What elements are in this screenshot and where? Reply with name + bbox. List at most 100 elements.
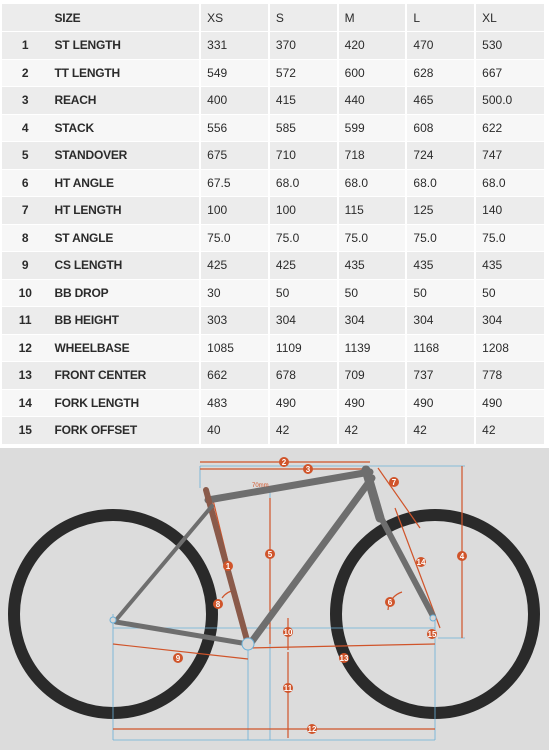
table-row: 5 STANDOVER 675 710 718 724 747: [2, 141, 544, 170]
marker-8: 8: [213, 599, 223, 609]
table-row: 13 FRONT CENTER 662 678 709 737 778: [2, 361, 544, 390]
size-value-xl: 500.0: [474, 86, 544, 115]
size-value-s: 490: [267, 389, 338, 417]
size-value-s: 1109: [267, 334, 338, 362]
front-dropout: [429, 614, 437, 622]
marker-1: 1: [223, 561, 233, 571]
row-number: 1: [2, 31, 49, 60]
header-size-xl: XL: [474, 4, 544, 32]
table-row: 7 HT LENGTH 100 100 115 125 140: [2, 196, 544, 225]
bottom-bracket: [241, 637, 255, 651]
size-value-xl: 747: [474, 141, 544, 170]
row-number: 5: [2, 141, 49, 170]
table-row: 10 BB DROP 30 50 50 50 50: [2, 279, 544, 307]
marker-label: 11: [284, 684, 293, 693]
size-value-xs: 425: [199, 251, 269, 280]
measurement-name: TT LENGTH: [48, 59, 201, 87]
size-value-xs: 100: [199, 196, 269, 225]
marker-label: 14: [417, 558, 426, 567]
size-value-l: 490: [405, 389, 476, 417]
diagram-background: [0, 448, 549, 750]
size-value-l: 608: [405, 114, 476, 142]
size-value-xl: 490: [474, 389, 544, 417]
size-value-m: 75.0: [336, 224, 407, 252]
size-value-xl: 75.0: [474, 224, 544, 252]
size-value-m: 50: [336, 279, 407, 307]
size-value-xs: 67.5: [199, 169, 269, 197]
size-value-m: 709: [336, 361, 407, 390]
size-value-l: 628: [405, 59, 476, 87]
size-value-s: 304: [267, 306, 338, 335]
size-value-xs: 483: [199, 389, 269, 417]
size-value-xs: 549: [199, 59, 269, 87]
marker-11: 11: [283, 683, 293, 693]
marker-label: 3: [306, 465, 311, 474]
measurement-name: CS LENGTH: [48, 251, 201, 280]
size-value-m: 440: [336, 86, 407, 115]
size-value-xl: 778: [474, 361, 544, 390]
size-value-l: 68.0: [405, 169, 476, 197]
size-value-xl: 50: [474, 279, 544, 307]
marker-12: 12: [307, 724, 317, 734]
size-value-xl: 304: [474, 306, 544, 335]
size-value-s: 678: [267, 361, 338, 390]
size-value-s: 710: [267, 141, 338, 170]
marker-label: 7: [392, 478, 397, 487]
header-size-m: M: [336, 4, 407, 32]
size-value-s: 415: [267, 86, 338, 115]
marker-2: 2: [279, 457, 289, 467]
table-row: 12 WHEELBASE 1085 1109 1139 1168 1208: [2, 334, 544, 362]
row-number: 3: [2, 86, 49, 115]
row-number: 12: [2, 334, 49, 362]
size-value-l: 75.0: [405, 224, 476, 252]
marker-label: 12: [308, 725, 317, 734]
size-value-m: 599: [336, 114, 407, 142]
size-value-l: 42: [405, 416, 476, 445]
marker-3: 3: [303, 464, 313, 474]
marker-label: 8: [216, 600, 221, 609]
row-number: 6: [2, 169, 49, 197]
row-number: 4: [2, 114, 49, 142]
marker-10: 10: [283, 627, 293, 637]
rear-dropout: [109, 616, 117, 624]
size-value-xl: 140: [474, 196, 544, 225]
measurement-name: HT ANGLE: [48, 169, 201, 197]
header-size-label: SIZE: [48, 4, 201, 32]
marker-15: 15: [427, 629, 437, 639]
size-value-xl: 622: [474, 114, 544, 142]
marker-5: 5: [265, 549, 275, 559]
size-value-xl: 530: [474, 31, 544, 60]
size-value-l: 125: [405, 196, 476, 225]
table-row: 6 HT ANGLE 67.5 68.0 68.0 68.0 68.0: [2, 169, 544, 197]
size-value-xs: 75.0: [199, 224, 269, 252]
size-value-xl: 667: [474, 59, 544, 87]
marker-label: 2: [282, 458, 287, 467]
measurement-name: BB HEIGHT: [48, 306, 201, 335]
marker-4: 4: [457, 551, 467, 561]
chain-stay: [113, 619, 251, 647]
size-value-xs: 662: [199, 361, 269, 390]
size-value-xs: 40: [199, 416, 269, 445]
size-value-l: 470: [405, 31, 476, 60]
table-row: 9 CS LENGTH 425 425 435 435 435: [2, 251, 544, 280]
standover-note: 70mm: [252, 483, 269, 489]
measurement-name: REACH: [48, 86, 201, 115]
marker-6: 6: [385, 597, 395, 607]
row-number: 2: [2, 59, 49, 87]
marker-9: 9: [173, 653, 183, 663]
table-row: 15 FORK OFFSET 40 42 42 42 42: [2, 416, 544, 445]
size-value-xl: 68.0: [474, 169, 544, 197]
marker-label: 5: [268, 550, 273, 559]
row-number: 13: [2, 361, 49, 390]
measurement-name: ST LENGTH: [48, 31, 201, 60]
table-row: 14 FORK LENGTH 483 490 490 490 490: [2, 389, 544, 417]
size-value-xs: 331: [199, 31, 269, 60]
size-value-m: 435: [336, 251, 407, 280]
size-value-xl: 1208: [474, 334, 544, 362]
size-value-l: 465: [405, 86, 476, 115]
size-value-xl: 42: [474, 416, 544, 445]
measurement-name: ST ANGLE: [48, 224, 201, 252]
size-value-xs: 30: [199, 279, 269, 307]
row-number: 7: [2, 196, 49, 225]
